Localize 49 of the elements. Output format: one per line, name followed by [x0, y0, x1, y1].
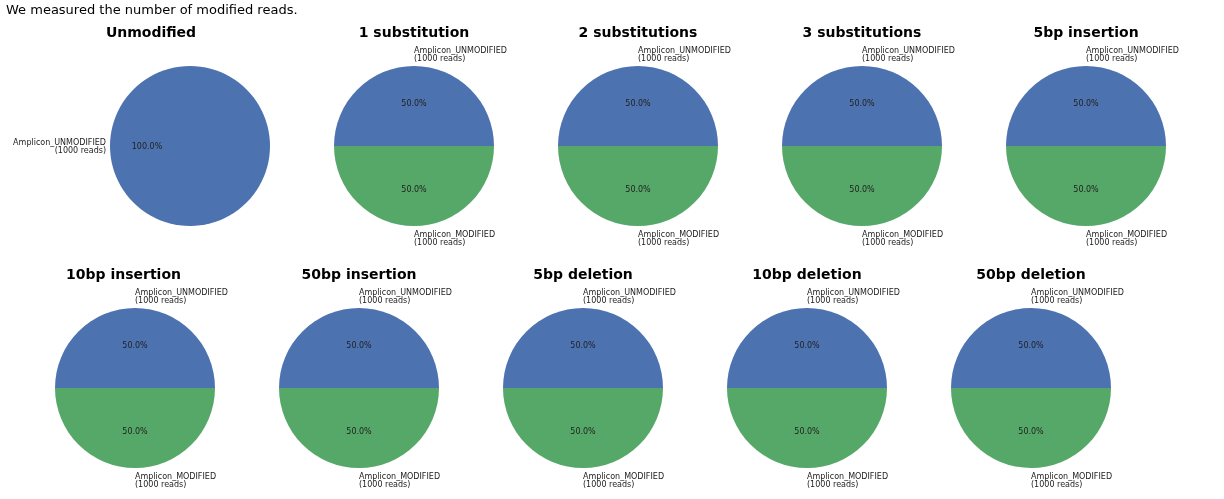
- chart-title: 50bp deletion: [976, 266, 1086, 282]
- chart-title: Unmodified: [105, 24, 197, 40]
- slice-label: Amplicon_UNMODIFIED (1000 reads): [414, 45, 507, 63]
- data-label: 50.0%: [794, 340, 821, 350]
- slice-label: Amplicon_MODIFIED (1000 reads): [1086, 229, 1168, 247]
- data-label: 50.0%: [346, 426, 373, 436]
- data-label: 50.0%: [401, 98, 428, 108]
- text: We measured the number of modified reads.: [6, 2, 298, 17]
- slice-label: Amplicon_MODIFIED (1000 reads): [1031, 471, 1113, 489]
- slice-label: Amplicon_MODIFIED (1000 reads): [862, 229, 944, 247]
- chart-title: 1 substitution: [358, 24, 470, 40]
- slice-label: Amplicon_MODIFIED (1000 reads): [414, 229, 496, 247]
- slice-label: Amplicon_UNMODIFIED (1000 reads): [638, 45, 731, 63]
- slice-label: Amplicon_UNMODIFIED (1000 reads): [135, 287, 228, 305]
- chart-title: 50bp insertion: [301, 266, 417, 282]
- data-label: 50.0%: [401, 184, 428, 194]
- data-label: 100.0%: [131, 141, 163, 151]
- data-label: 50.0%: [625, 184, 652, 194]
- data-label: 50.0%: [570, 426, 597, 436]
- chart-title: 2 substitutions: [578, 24, 698, 40]
- chart-title: 5bp deletion: [533, 266, 633, 282]
- slice-label: Amplicon_UNMODIFIED (1000 reads): [862, 45, 955, 63]
- chart-title: 10bp insertion: [66, 266, 181, 282]
- chart-title: 5bp insertion: [1033, 24, 1139, 40]
- data-label: 50.0%: [1073, 98, 1100, 108]
- chart-title: 10bp deletion: [752, 266, 862, 282]
- data-label: 50.0%: [1018, 426, 1045, 436]
- slice-label: Amplicon_UNMODIFIED (1000 reads): [1086, 45, 1179, 63]
- data-label: 50.0%: [346, 340, 373, 350]
- slice-label: Amplicon_MODIFIED (1000 reads): [638, 229, 720, 247]
- data-label: 50.0%: [1073, 184, 1100, 194]
- slice-label: Amplicon_MODIFIED (1000 reads): [583, 471, 665, 489]
- slice-label: Amplicon_UNMODIFIED (1000 reads): [13, 137, 106, 155]
- slice-label: Amplicon_UNMODIFIED (1000 reads): [807, 287, 900, 305]
- slice-label: Amplicon_UNMODIFIED (1000 reads): [583, 287, 676, 305]
- data-label: 50.0%: [849, 98, 876, 108]
- slice-label: Amplicon_UNMODIFIED (1000 reads): [359, 287, 452, 305]
- slice-label: Amplicon_MODIFIED (1000 reads): [807, 471, 889, 489]
- data-label: 50.0%: [122, 426, 149, 436]
- data-label: 50.0%: [570, 340, 597, 350]
- data-label: 50.0%: [794, 426, 821, 436]
- slice-label: Amplicon_MODIFIED (1000 reads): [135, 471, 217, 489]
- data-label: 50.0%: [122, 340, 149, 350]
- slice-label: Amplicon_UNMODIFIED (1000 reads): [1031, 287, 1124, 305]
- data-label: 50.0%: [625, 98, 652, 108]
- chart-title: 3 substitutions: [802, 24, 922, 40]
- data-label: 50.0%: [849, 184, 876, 194]
- slice-label: Amplicon_MODIFIED (1000 reads): [359, 471, 441, 489]
- data-label: 50.0%: [1018, 340, 1045, 350]
